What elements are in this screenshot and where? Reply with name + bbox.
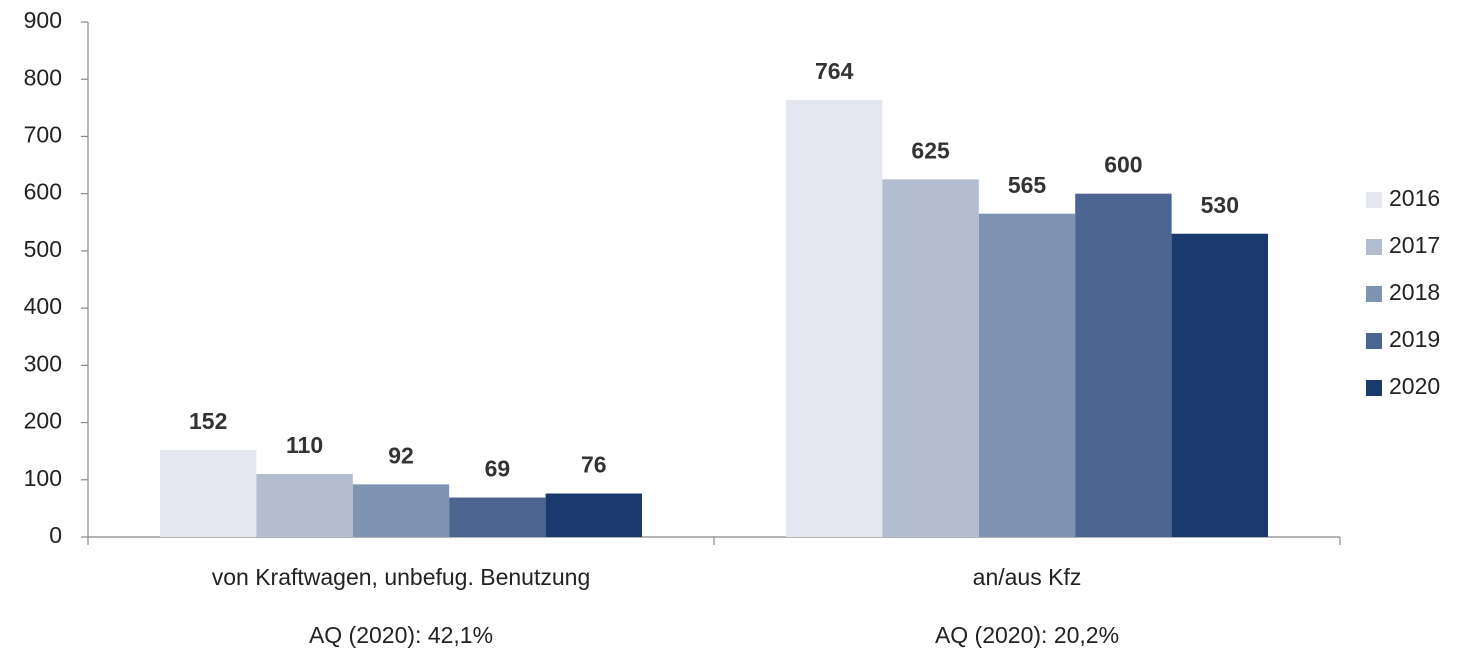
value-label: 69	[485, 456, 511, 482]
bar	[882, 179, 979, 537]
bar	[1075, 193, 1172, 537]
bar	[159, 450, 257, 537]
value-label: 625	[911, 137, 950, 163]
y-tick-label: 300	[24, 350, 62, 376]
value-label: 152	[189, 408, 227, 434]
y-tick-label: 100	[24, 465, 62, 491]
annotation: AQ (2020): 42,1%	[309, 622, 493, 648]
y-tick-label: 600	[24, 179, 62, 205]
bar	[978, 213, 1076, 537]
y-tick-label: 500	[24, 236, 62, 262]
value-label: 92	[388, 442, 414, 468]
legend-swatch	[1366, 333, 1382, 349]
legend-label: 2019	[1389, 326, 1440, 352]
value-label: 110	[286, 432, 323, 458]
value-label: 530	[1201, 192, 1239, 218]
bar	[449, 497, 546, 537]
bar	[256, 474, 353, 537]
annotation: AQ (2020): 20,2%	[935, 622, 1119, 648]
value-label: 76	[581, 452, 607, 478]
y-tick-label: 900	[24, 7, 62, 33]
y-tick-label: 0	[49, 522, 62, 548]
legend-swatch	[1366, 239, 1382, 255]
value-label: 565	[1008, 172, 1047, 198]
legend-label: 2018	[1389, 279, 1440, 305]
value-label: 600	[1104, 152, 1142, 178]
bar	[1171, 233, 1269, 537]
legend-label: 2016	[1389, 185, 1440, 211]
legend-label: 2017	[1389, 232, 1440, 258]
legend-swatch	[1366, 286, 1382, 302]
bar	[785, 99, 883, 538]
bar	[545, 493, 643, 537]
y-tick-label: 700	[24, 122, 62, 148]
value-label: 764	[815, 58, 854, 84]
x-tick-label: an/aus Kfz	[973, 564, 1082, 590]
legend-swatch	[1366, 380, 1382, 396]
y-tick-label: 400	[24, 293, 62, 319]
bar	[352, 484, 450, 537]
x-tick-label: von Kraftwagen, unbefug. Benutzung	[212, 564, 591, 590]
y-tick-label: 800	[24, 64, 62, 90]
legend-label: 2020	[1389, 373, 1440, 399]
legend-swatch	[1366, 192, 1382, 208]
y-tick-label: 200	[24, 408, 62, 434]
